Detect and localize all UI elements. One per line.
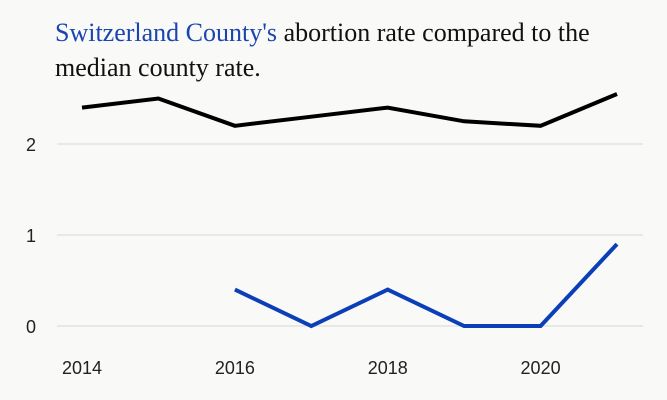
x-tick-label: 2020 bbox=[521, 358, 561, 378]
y-tick-label: 0 bbox=[26, 317, 36, 337]
x-tick-label: 2016 bbox=[215, 358, 255, 378]
y-tick-label: 2 bbox=[26, 135, 36, 155]
series-line-county bbox=[234, 242, 619, 329]
x-tick-label: 2018 bbox=[368, 358, 408, 378]
series-line-median bbox=[81, 92, 618, 128]
gridlines bbox=[57, 143, 643, 327]
y-axis-labels: 0 1 2 bbox=[26, 135, 36, 337]
x-tick-label: 2014 bbox=[62, 358, 102, 378]
y-tick-label: 1 bbox=[26, 226, 36, 246]
chart-title-highlight: Switzerland County's bbox=[55, 18, 278, 47]
x-axis-labels: 2014 2016 2018 2020 bbox=[62, 358, 561, 378]
chart-title-rest: abortion rate compared to the median cou… bbox=[55, 18, 590, 82]
chart-title: Switzerland County's abortion rate compa… bbox=[55, 15, 645, 85]
series-lines bbox=[81, 92, 619, 329]
